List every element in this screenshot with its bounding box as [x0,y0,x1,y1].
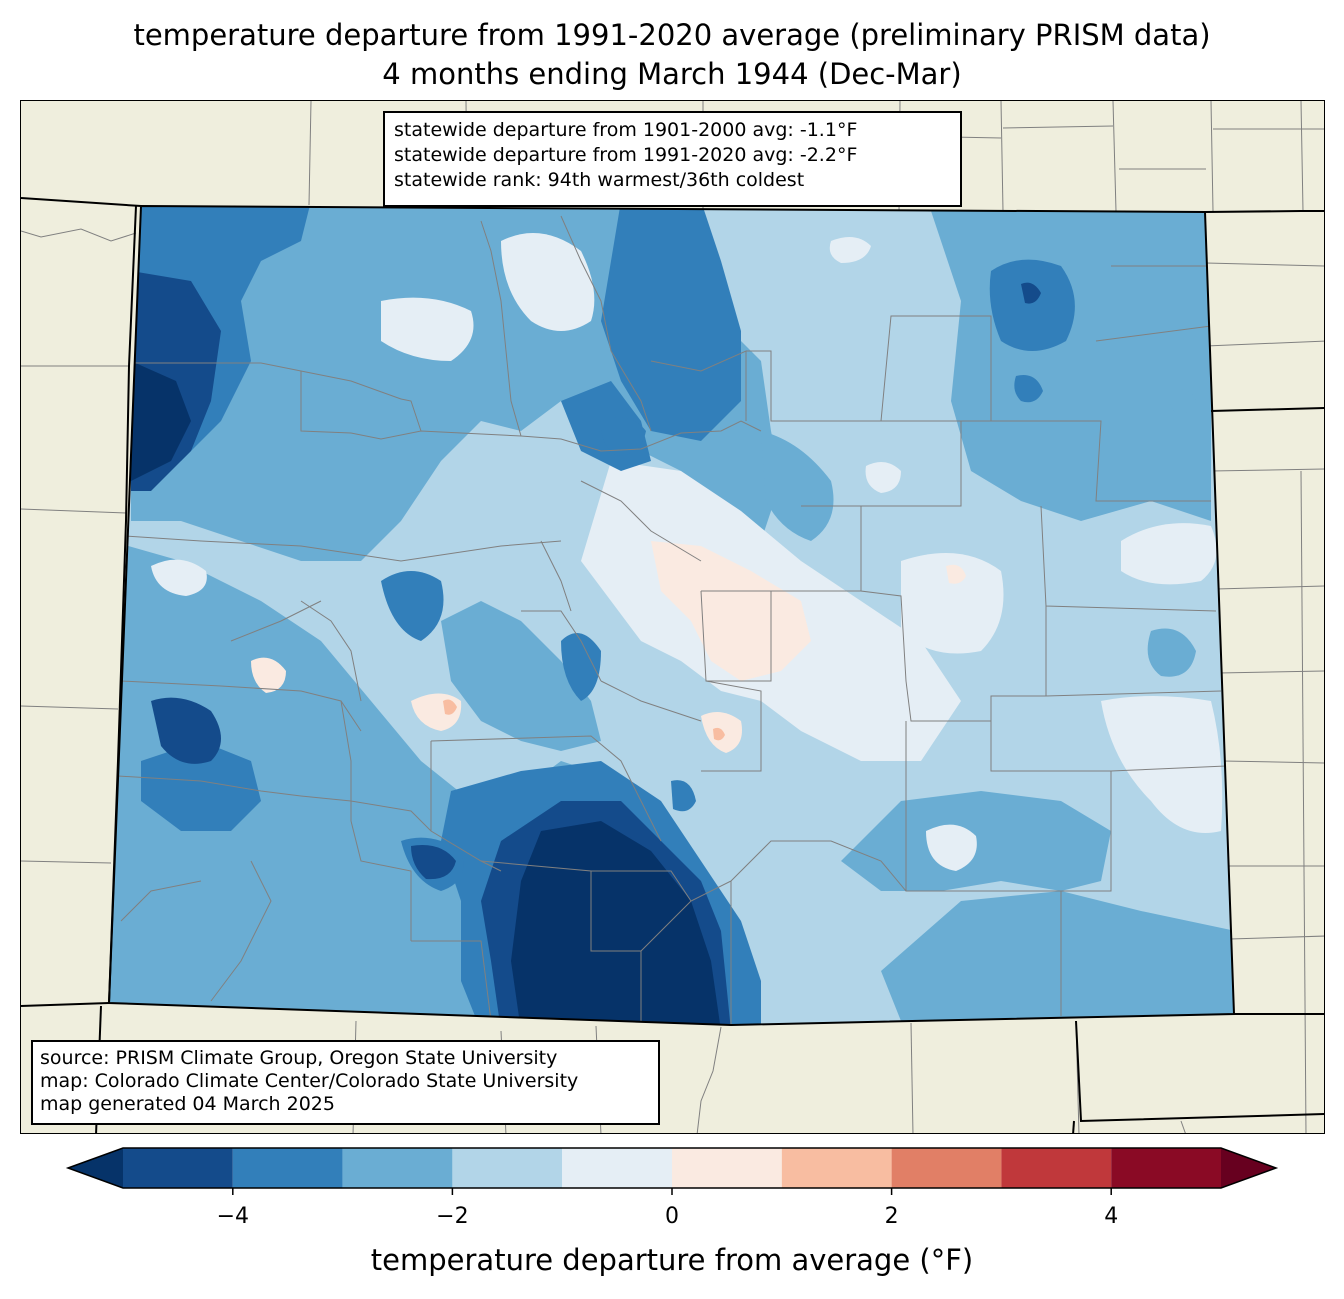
colorbar-tick-label: −2 [436,1204,468,1229]
colorbar-under-arrow [68,1148,123,1188]
colorbar-bin-1 [232,1148,343,1188]
colorbar-tick-label: 2 [885,1204,899,1229]
colorbar-tick-label: 0 [665,1204,679,1229]
county-lines [117,215,1227,1025]
credit-generated: map generated 04 March 2025 [40,1093,335,1115]
temperature-field [109,206,1234,1025]
colorbar-bin-7 [891,1148,1002,1188]
colorbar-bin-4 [562,1148,672,1188]
colorbar-tick-label: 4 [1104,1204,1118,1229]
stats-rank: statewide rank: 94th warmest/36th coldes… [394,169,805,191]
colorbar-bin-5 [672,1148,782,1188]
colorbar-outline [65,1147,1279,1189]
colorbar-title: temperature departure from average (°F) [370,1243,974,1277]
colorbar-bin-2 [342,1148,453,1188]
colorbar-bin-3 [452,1148,563,1188]
neighbor-county-lines [21,101,1324,1133]
map-title: temperature departure from 1991-2020 ave… [133,18,1211,52]
colorbar-over-arrow [1221,1148,1276,1188]
credits-box: source: PRISM Climate Group, Oregon Stat… [31,1040,660,1125]
colorbar-bin-8 [1001,1148,1112,1188]
colorbar-bin-9 [1111,1148,1221,1188]
colorbar: −4 −2 0 2 4 [65,1147,1279,1229]
credit-source: source: PRISM Climate Group, Oregon Stat… [40,1047,558,1069]
stats-departure-1991-2020: statewide departure from 1991-2020 avg: … [394,144,858,166]
map-panel [20,100,1325,1134]
colorbar-tick-label: −4 [217,1204,249,1229]
colorado-map [21,101,1324,1133]
stats-departure-1901-2000: statewide departure from 1901-2000 avg: … [394,119,858,141]
statewide-stats-box: statewide departure from 1901-2000 avg: … [383,111,962,207]
credit-map: map: Colorado Climate Center/Colorado St… [40,1070,579,1092]
colorbar-bin-0 [123,1148,233,1188]
colorbar-bin-6 [781,1148,892,1188]
map-subtitle: 4 months ending March 1944 (Dec-Mar) [382,57,962,91]
